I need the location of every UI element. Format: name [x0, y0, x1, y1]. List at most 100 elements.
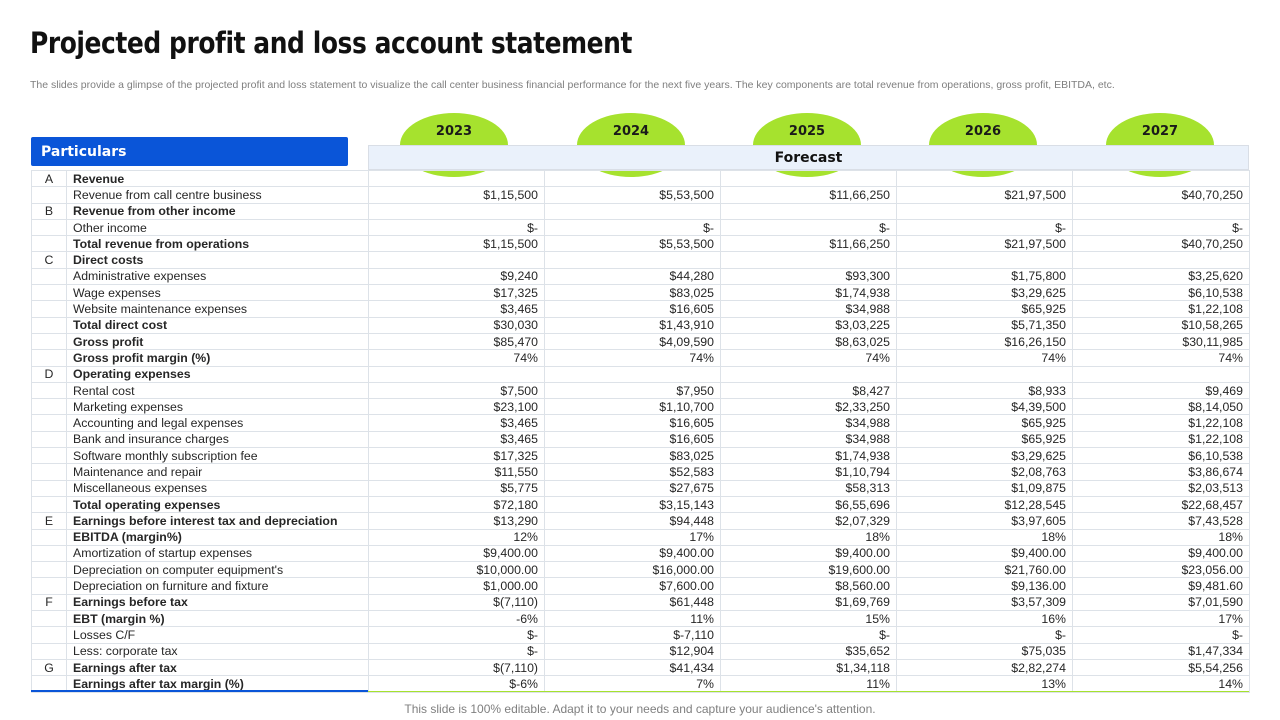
value-cell-2024: $16,605: [544, 300, 721, 318]
value-cell-2024: $5,53,500: [544, 235, 721, 253]
row-code: [31, 626, 67, 644]
value-cell-2023: $1,15,500: [368, 186, 545, 204]
table-row: C Direct costs: [31, 251, 1250, 269]
row-code: [31, 610, 67, 628]
value-cell-2024: $52,583: [544, 463, 721, 481]
value-cell-2025: $1,34,118: [720, 658, 897, 677]
value-cell-2023: [368, 202, 545, 220]
row-label: Software monthly subscription fee: [66, 447, 369, 465]
year-label: 2027: [1141, 124, 1179, 139]
forecast-label: Forecast: [774, 149, 843, 166]
value-cell-2027: $6,10,538: [1072, 284, 1250, 302]
value-cell-2027: [1072, 202, 1250, 220]
row-label: Bank and insurance charges: [66, 430, 369, 449]
value-cell-2024: $16,000.00: [544, 561, 721, 579]
value-cell-2023: $17,325: [368, 447, 545, 465]
value-cell-2023: $17,325: [368, 284, 545, 302]
row-label: Marketing expenses: [66, 398, 369, 416]
value-cell-2027: $1,47,334: [1072, 642, 1250, 660]
table-row: EBT (margin %) -6% 11% 15% 16% 17%: [31, 610, 1250, 628]
value-cell-2026: $3,29,625: [896, 284, 1073, 302]
row-label: Amortization of startup expenses: [66, 544, 369, 563]
table-row: EBITDA (margin%) 12% 17% 18% 18% 18%: [31, 528, 1250, 546]
row-code: [31, 642, 67, 660]
row-code: [31, 218, 67, 237]
value-cell-2027: $30,11,985: [1072, 332, 1250, 351]
value-cell-2026: $4,39,500: [896, 398, 1073, 416]
value-cell-2027: [1072, 169, 1250, 188]
table-row: E Earnings before interest tax and deprec…: [31, 512, 1250, 530]
value-cell-2026: $21,760.00: [896, 561, 1073, 579]
value-cell-2027: $40,70,250: [1072, 186, 1250, 204]
value-cell-2027: $1,22,108: [1072, 430, 1250, 449]
row-label: Total operating expenses: [66, 495, 369, 514]
value-cell-2023: $-6%: [368, 675, 545, 693]
table-row: A Revenue: [31, 169, 1250, 188]
value-cell-2026: $65,925: [896, 300, 1073, 318]
value-cell-2024: $41,434: [544, 658, 721, 677]
row-label: Maintenance and repair: [66, 463, 369, 481]
value-cell-2023: $7,500: [368, 381, 545, 400]
value-cell-2026: $1,09,875: [896, 479, 1073, 497]
value-cell-2025: $11,66,250: [720, 235, 897, 253]
value-cell-2027: $3,86,674: [1072, 463, 1250, 481]
value-cell-2026: [896, 169, 1073, 188]
table-row: Wage expenses $17,325 $83,025 $1,74,938 $3,2…: [31, 284, 1250, 302]
value-cell-2024: $61,448: [544, 593, 721, 612]
row-code: C: [31, 251, 67, 269]
row-label: Earnings after tax margin (%): [66, 675, 369, 693]
value-cell-2023: -6%: [368, 610, 545, 628]
row-code: [31, 430, 67, 449]
table-bottom-rule: [31, 690, 368, 692]
value-cell-2024: $94,448: [544, 512, 721, 530]
value-cell-2024: [544, 202, 721, 220]
value-cell-2025: $1,10,794: [720, 463, 897, 481]
row-label: Revenue from other income: [66, 202, 369, 220]
row-label: Miscellaneous expenses: [66, 479, 369, 497]
value-cell-2026: [896, 251, 1073, 269]
value-cell-2023: $(7,110): [368, 593, 545, 612]
row-label: Total direct cost: [66, 316, 369, 334]
row-label: Operating expenses: [66, 365, 369, 383]
row-code: [31, 577, 67, 595]
value-cell-2027: $6,10,538: [1072, 447, 1250, 465]
row-code: E: [31, 512, 67, 530]
value-cell-2025: $34,988: [720, 430, 897, 449]
value-cell-2026: [896, 202, 1073, 220]
value-cell-2026: 16%: [896, 610, 1073, 628]
value-cell-2023: $30,030: [368, 316, 545, 334]
row-label: Depreciation on furniture and fixture: [66, 577, 369, 595]
row-code: F: [31, 593, 67, 612]
year-label: 2023: [435, 124, 473, 139]
table-row: Other income $- $- $- $- $-: [31, 218, 1250, 237]
table-row: Depreciation on computer equipment's $10,…: [31, 561, 1250, 579]
value-cell-2027: $9,400.00: [1072, 544, 1250, 563]
table-row: Revenue from call centre business $1,15,5…: [31, 186, 1250, 204]
value-cell-2025: $11,66,250: [720, 186, 897, 204]
row-label: Less: corporate tax: [66, 642, 369, 660]
value-cell-2023: $23,100: [368, 398, 545, 416]
value-cell-2025: 11%: [720, 675, 897, 693]
row-code: [31, 398, 67, 416]
table-row: Miscellaneous expenses $5,775 $27,675 $58,3…: [31, 479, 1250, 497]
value-cell-2024: $83,025: [544, 447, 721, 465]
value-cell-2026: $-: [896, 626, 1073, 644]
value-cell-2026: $21,97,500: [896, 186, 1073, 204]
table-row: Gross profit $85,470 $4,09,590 $8,63,025 $16…: [31, 332, 1250, 351]
value-cell-2024: 7%: [544, 675, 721, 693]
profit-loss-table: A Revenue Revenue from call centre busines…: [31, 169, 1250, 693]
value-cell-2024: 17%: [544, 528, 721, 546]
value-cell-2024: $-7,110: [544, 626, 721, 644]
value-cell-2025: $9,400.00: [720, 544, 897, 563]
value-cell-2026: $75,035: [896, 642, 1073, 660]
row-code: [31, 463, 67, 481]
value-cell-2024: 11%: [544, 610, 721, 628]
row-label: Direct costs: [66, 251, 369, 269]
row-label: Website maintenance expenses: [66, 300, 369, 318]
value-cell-2025: $-: [720, 218, 897, 237]
value-cell-2026: $21,97,500: [896, 235, 1073, 253]
row-code: [31, 186, 67, 204]
value-cell-2026: $2,82,274: [896, 658, 1073, 677]
value-cell-2023: [368, 251, 545, 269]
value-cell-2026: $8,933: [896, 381, 1073, 400]
